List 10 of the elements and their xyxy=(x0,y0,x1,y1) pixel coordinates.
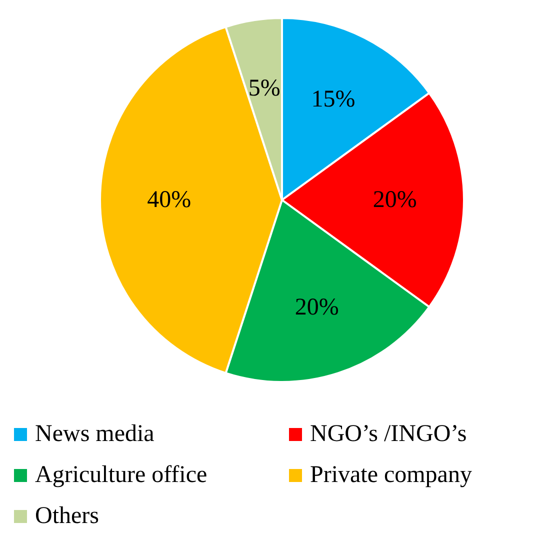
data-label: 5% xyxy=(248,76,280,102)
legend-label: Private company xyxy=(310,462,472,489)
data-label: 20% xyxy=(372,187,417,213)
data-label: 40% xyxy=(147,187,192,213)
data-label: 15% xyxy=(311,86,356,112)
legend-label: Others xyxy=(35,503,99,530)
data-label: 20% xyxy=(294,294,339,320)
legend-label: NGO’s /INGO’s xyxy=(310,421,467,448)
legend-label: News media xyxy=(35,421,154,448)
legend-label: Agriculture office xyxy=(35,462,208,489)
